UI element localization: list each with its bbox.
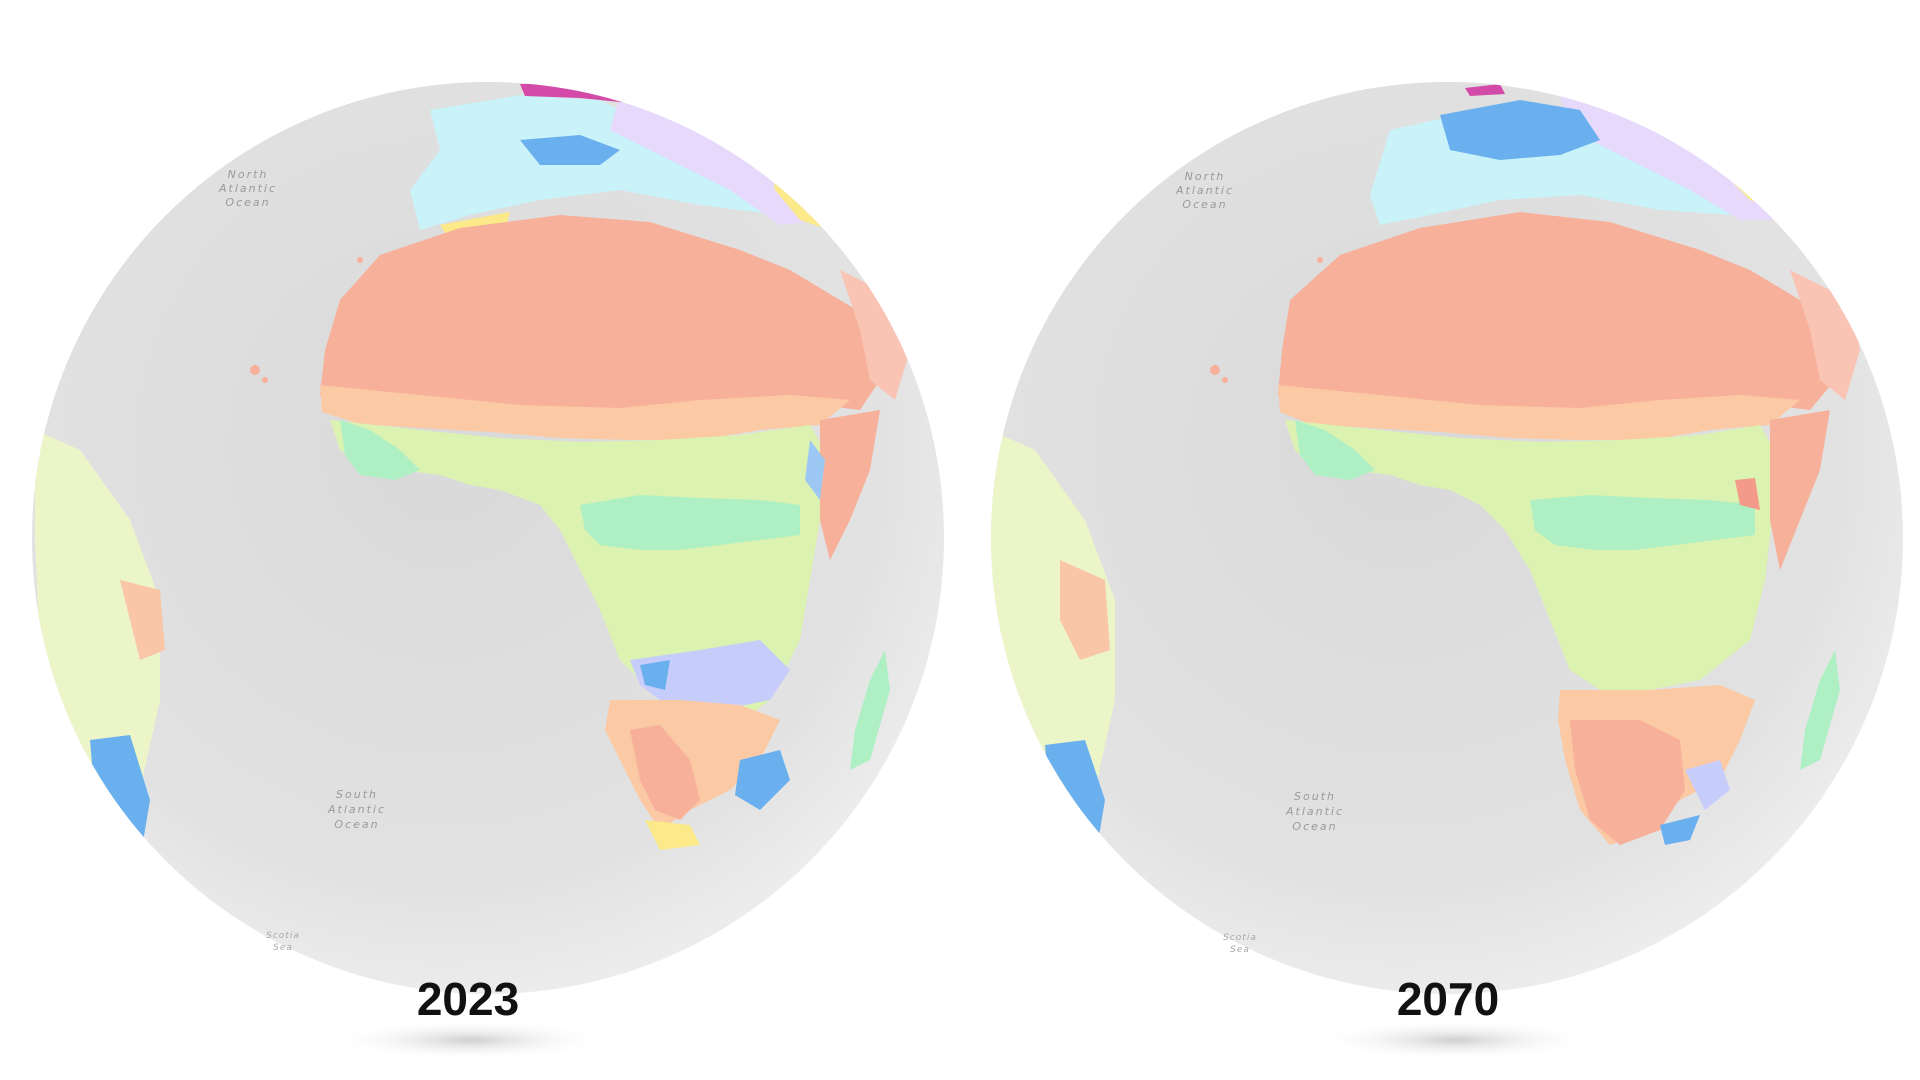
zone-temperate-east-highland bbox=[805, 440, 825, 500]
zone-temperate-scandinavia bbox=[1440, 100, 1600, 160]
globe-2023-map: North Atlantic Ocean South Atlantic Ocea… bbox=[32, 82, 944, 1060]
zone-humid-subtropical-south bbox=[1685, 760, 1730, 810]
south-atlantic-label: South Atlantic Ocean bbox=[327, 788, 386, 831]
zone-hot-desert-horn bbox=[820, 410, 880, 560]
scotia-sea-label: Scotia Sea bbox=[266, 931, 300, 953]
zone-hot-desert-namib bbox=[630, 725, 700, 820]
zone-polar-north bbox=[1465, 84, 1505, 96]
zone-mediterranean-cape bbox=[645, 820, 700, 850]
north-atlantic-line-3: Ocean bbox=[1182, 198, 1227, 211]
south-atlantic-label: South Atlantic Ocean bbox=[1285, 790, 1344, 833]
globe-2070-map: North Atlantic Ocean South Atlantic Ocea… bbox=[991, 82, 1903, 1060]
zone-continental-east bbox=[610, 95, 830, 225]
climate-zones-2023 bbox=[35, 82, 910, 860]
north-atlantic-label: North Atlantic Ocean bbox=[1175, 170, 1234, 211]
zone-island-canary-2 bbox=[262, 377, 268, 383]
scotia-line-2: Sea bbox=[1230, 945, 1250, 955]
zone-hot-desert-sahara bbox=[320, 215, 890, 425]
zone-temperate-southeast bbox=[1660, 815, 1700, 845]
zone-hot-steppe-sahel bbox=[320, 385, 850, 440]
zone-hot-steppe-south-america bbox=[120, 580, 165, 660]
south-atlantic-line-1: South bbox=[1294, 790, 1336, 803]
zone-island-cape-verde bbox=[357, 257, 363, 263]
scotia-line-1: Scotia bbox=[1223, 933, 1257, 943]
zone-island-canary-2 bbox=[1222, 377, 1228, 383]
north-atlantic-line-3: Ocean bbox=[225, 196, 270, 209]
globe-2070-panel: North Atlantic Ocean South Atlantic Ocea… bbox=[960, 0, 1920, 1080]
zone-hot-desert-sahara bbox=[1278, 212, 1840, 425]
year-label-2070: 2070 bbox=[1396, 973, 1500, 1025]
zone-island-cape-verde bbox=[1317, 257, 1323, 263]
scotia-sea-label: Scotia Sea bbox=[1223, 933, 1257, 955]
south-atlantic-line-3: Ocean bbox=[1292, 820, 1337, 833]
zone-tropical-monsoon-west bbox=[340, 420, 420, 480]
zone-temperate-south-patch bbox=[640, 660, 670, 690]
zone-island-canary bbox=[250, 365, 260, 375]
zone-continental-east bbox=[1560, 95, 1790, 220]
zone-island-canary bbox=[1210, 365, 1220, 375]
zone-humid-subtropical-south bbox=[630, 640, 790, 710]
globe-shadow bbox=[330, 1020, 610, 1060]
north-atlantic-line-2: Atlantic bbox=[1175, 184, 1234, 197]
south-atlantic-line-3: Ocean bbox=[334, 818, 379, 831]
scotia-line-1: Scotia bbox=[266, 931, 300, 941]
zone-hot-desert-south bbox=[1570, 720, 1685, 845]
year-label-2023: 2023 bbox=[416, 973, 520, 1025]
zone-tropical-monsoon-west bbox=[1295, 420, 1375, 480]
zone-temperate-southeast bbox=[735, 750, 790, 810]
zone-hot-steppe-south-america bbox=[1060, 560, 1110, 660]
zone-hot-desert-east-patch bbox=[1735, 478, 1760, 510]
north-atlantic-line-1: North bbox=[1185, 170, 1226, 183]
scotia-line-2: Sea bbox=[273, 943, 293, 953]
south-atlantic-line-2: Atlantic bbox=[1285, 805, 1344, 818]
zone-temperate-north bbox=[520, 135, 620, 165]
zone-hot-desert-horn bbox=[1770, 410, 1830, 570]
north-atlantic-label: North Atlantic Ocean bbox=[218, 168, 277, 209]
globe-shadow bbox=[1315, 1020, 1595, 1060]
zone-madagascar bbox=[850, 650, 890, 770]
zone-hot-steppe-sahel bbox=[1278, 385, 1800, 440]
zone-tropical-monsoon-congo bbox=[580, 495, 800, 550]
south-atlantic-line-1: South bbox=[336, 788, 378, 801]
globe-2023-panel: North Atlantic Ocean South Atlantic Ocea… bbox=[32, 82, 944, 1060]
zone-madagascar bbox=[1800, 650, 1840, 770]
zone-tropical-monsoon-congo bbox=[1530, 495, 1755, 550]
north-atlantic-line-2: Atlantic bbox=[218, 182, 277, 195]
north-atlantic-line-1: North bbox=[228, 168, 269, 181]
south-atlantic-line-2: Atlantic bbox=[327, 803, 386, 816]
zone-tropical-savanna-central bbox=[1285, 420, 1780, 690]
